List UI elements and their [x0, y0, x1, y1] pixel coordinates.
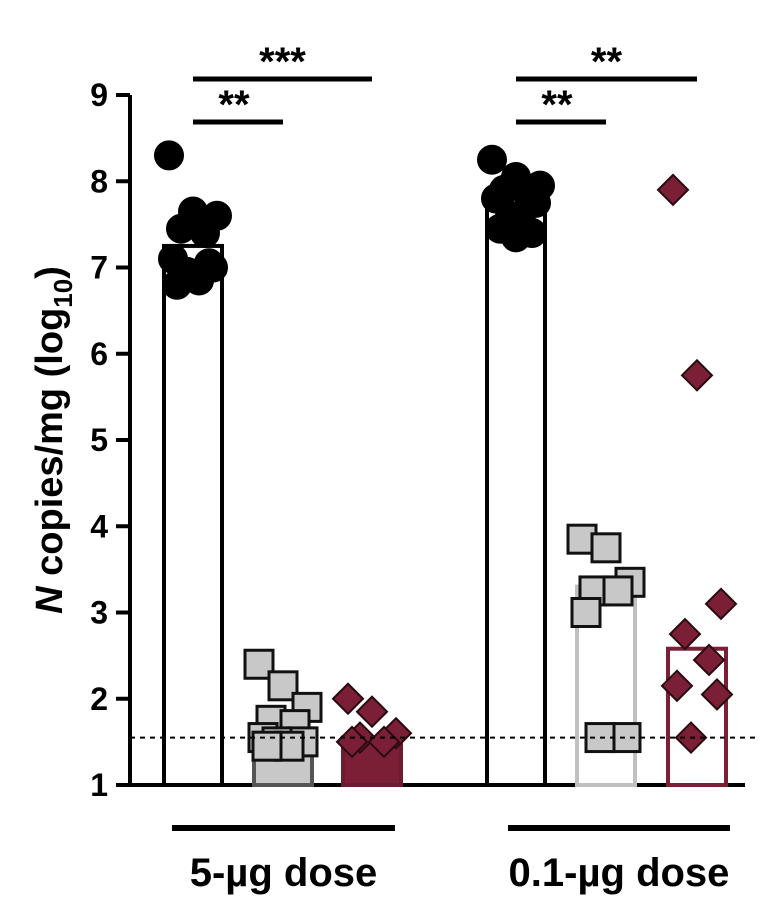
- significance-label: **: [591, 40, 623, 84]
- data-point-circle: [154, 140, 184, 171]
- y-tick-label: 7: [90, 250, 108, 286]
- data-point-diamond: [331, 682, 365, 716]
- y-tick-label: 8: [90, 163, 108, 199]
- data-point-diamond: [660, 669, 694, 703]
- y-axis-title: N copies/mg (log10): [29, 266, 78, 614]
- data-point-diamond: [656, 173, 690, 207]
- y-tick-label: 9: [90, 77, 108, 113]
- data-point-circle: [521, 187, 551, 218]
- y-axis-title-subscript: 10: [48, 279, 78, 308]
- data-point-diamond: [704, 587, 738, 621]
- y-axis-title-close: ): [29, 266, 71, 279]
- y-tick-label: 3: [90, 595, 108, 631]
- bar: [485, 196, 547, 787]
- group-label: 5-µg dose: [190, 851, 378, 895]
- data-point-square: [570, 597, 602, 628]
- data-point-diamond: [692, 643, 726, 677]
- y-tick-label: 6: [90, 336, 108, 372]
- significance-label: **: [541, 83, 573, 127]
- data-point-square: [602, 575, 634, 607]
- y-tick-label: 2: [90, 681, 108, 717]
- data-point-square: [251, 730, 283, 762]
- y-tick-label: 1: [90, 767, 108, 803]
- data-point-square: [590, 532, 622, 564]
- y-axis-title-prefix: N: [29, 585, 71, 614]
- data-point-diamond: [700, 678, 734, 711]
- group-label: 0.1-µg dose: [509, 851, 730, 895]
- data-point-circle: [178, 261, 208, 292]
- data-point-circle: [501, 222, 531, 253]
- data-point-circle: [477, 144, 507, 175]
- data-point-circle: [190, 218, 220, 248]
- bar: [666, 646, 728, 787]
- significance-label: **: [218, 83, 250, 127]
- data-point-diamond: [680, 358, 714, 392]
- y-tick-label: 5: [90, 422, 108, 458]
- significance-label: ***: [259, 40, 306, 84]
- bar: [162, 243, 224, 787]
- data-point-square: [610, 722, 642, 754]
- y-axis-title-main: copies/mg (log: [29, 308, 71, 587]
- y-tick-label: 4: [90, 508, 108, 544]
- data-point-diamond: [668, 617, 702, 651]
- data-point-diamond: [355, 695, 389, 729]
